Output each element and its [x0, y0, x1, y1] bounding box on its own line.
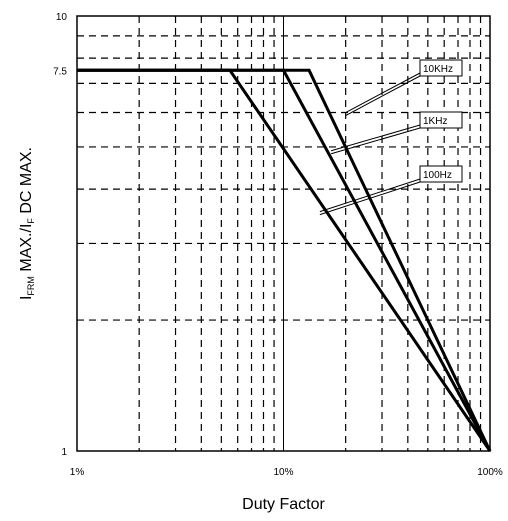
- y-tick-label: 10: [56, 12, 68, 23]
- x-tick-label: 10%: [273, 467, 293, 478]
- plot-frame: [76, 15, 491, 452]
- leader-line: [319, 178, 421, 213]
- y-title-end: DC MAX.: [18, 147, 35, 218]
- grid: [77, 16, 490, 451]
- y-title-sub2: F: [26, 218, 36, 224]
- series-label-box: [419, 165, 463, 183]
- series-label: 1KHz: [423, 116, 447, 127]
- y-tick-labels: 1 7.5 10: [53, 12, 67, 458]
- series-label: 10KHz: [423, 64, 453, 75]
- leader-line: [330, 124, 421, 152]
- series-label: 100Hz: [423, 170, 452, 181]
- x-tick-label: 1%: [70, 467, 85, 478]
- y-title-sub1: FRM: [26, 276, 36, 296]
- series-line-100hz: [77, 68, 492, 452]
- annotations: 10KHz 1KHz 100Hz: [319, 59, 463, 216]
- y-axis-title: IFRM MAX./IF DC MAX.: [18, 147, 36, 300]
- x-axis-title: Duty Factor: [242, 496, 325, 513]
- series-label-box: [419, 111, 463, 129]
- x-tick-labels: 1% 10% 100%: [70, 467, 503, 478]
- leader-line: [330, 127, 421, 155]
- series-group: [77, 68, 492, 452]
- y-title-mid: MAX./I: [18, 224, 35, 276]
- leader-line: [345, 72, 421, 113]
- y-tick-label: 1: [61, 447, 67, 458]
- y-title-main: I: [18, 296, 35, 300]
- series-label-box: [419, 59, 463, 77]
- leader-line: [345, 75, 421, 116]
- y-tick-label: 7.5: [53, 66, 67, 77]
- leader-line: [319, 181, 421, 216]
- x-tick-label: 100%: [477, 467, 503, 478]
